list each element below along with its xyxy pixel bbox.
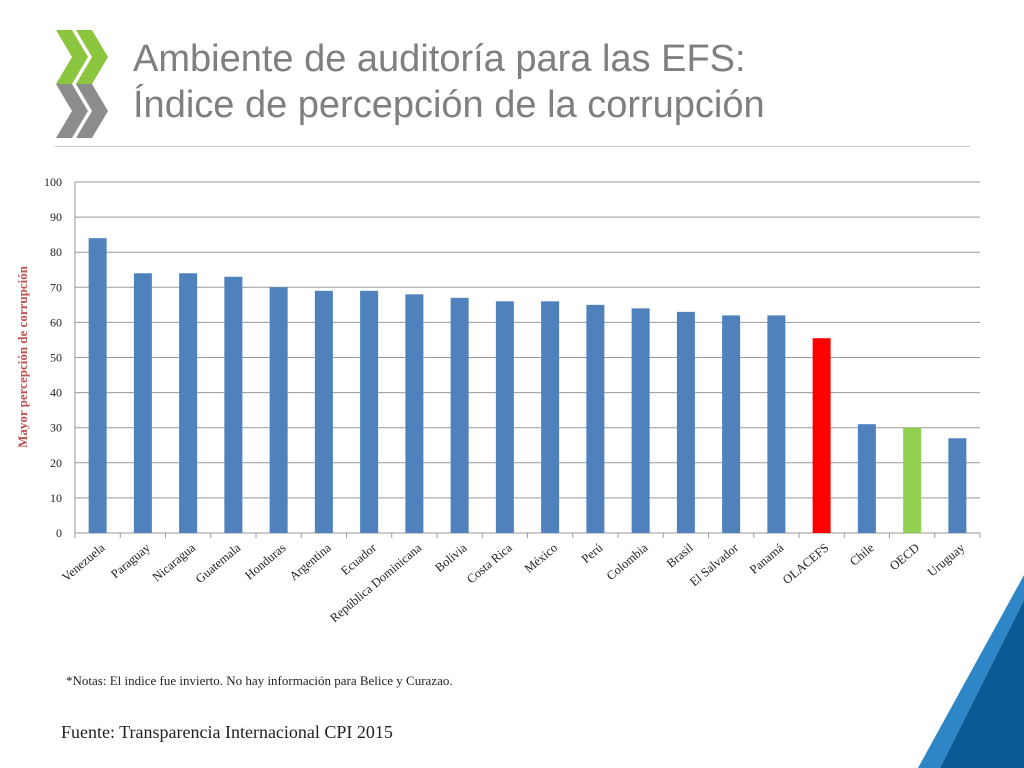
bar-uruguay xyxy=(948,438,967,533)
x-tick-label: Bolivia xyxy=(432,540,470,575)
bar-guatemala xyxy=(224,276,243,533)
bar-argentina xyxy=(314,290,333,533)
x-tick-label: Perú xyxy=(579,540,606,566)
y-tick-label: 90 xyxy=(50,210,62,224)
y-axis-label: Mayor percepción de corrupción xyxy=(15,265,30,448)
page-title: Ambiente de auditoría para las EFS: Índi… xyxy=(133,36,993,128)
logo-chevron-green-left xyxy=(56,30,88,84)
y-axis-ticks: 0 10 20 30 40 50 60 70 80 90 100 xyxy=(44,175,62,540)
bar-nicaragua xyxy=(179,273,198,533)
title-divider xyxy=(55,146,970,147)
logo-chevron-gray-right xyxy=(76,84,108,138)
chart-gridlines xyxy=(74,181,981,538)
x-tick-label: Venezuela xyxy=(59,540,108,584)
y-tick-label: 0 xyxy=(56,526,62,540)
x-tick-label: México xyxy=(522,541,560,576)
bar-chile xyxy=(857,424,876,533)
bar-brasil xyxy=(676,311,695,533)
x-tick-label: Honduras xyxy=(242,540,288,582)
bar-bolivia xyxy=(450,297,469,533)
y-tick-label: 60 xyxy=(50,315,62,329)
bar-mexico xyxy=(541,301,560,533)
bar-ecuador xyxy=(360,290,379,533)
title-line-1: Ambiente de auditoría para las EFS: xyxy=(133,38,746,80)
x-tick-label: OLACEFS xyxy=(780,541,832,587)
bar-chart: 0 10 20 30 40 50 60 70 80 90 100 Venezuela Paraguay… xyxy=(15,175,981,625)
logo-chevron-gray-left xyxy=(56,84,88,138)
bar-honduras xyxy=(269,287,288,533)
y-tick-label: 30 xyxy=(50,421,62,435)
x-tick-label: OECD xyxy=(887,541,922,574)
bar-peru xyxy=(586,304,605,533)
x-tick-label: Panamá xyxy=(747,540,787,576)
bar-el-salvador xyxy=(722,315,741,533)
x-tick-label: Uruguay xyxy=(925,540,968,579)
bar-venezuela xyxy=(88,238,107,533)
y-tick-label: 20 xyxy=(50,456,62,470)
chart-bars xyxy=(88,238,967,533)
x-tick-label: El Salvador xyxy=(687,540,742,589)
title-line-2: Índice de percepción de la corrupción xyxy=(133,84,765,126)
footnote: *Notas: El indice fue invierto. No hay i… xyxy=(66,673,453,688)
bar-republica-dominicana xyxy=(405,294,424,533)
x-tick-label: Ecuador xyxy=(338,540,380,578)
bar-oecd xyxy=(903,427,922,533)
x-tick-label: Guatemala xyxy=(193,540,244,586)
x-tick-label: Paraguay xyxy=(108,540,153,581)
bar-colombia xyxy=(631,308,650,533)
y-tick-label: 80 xyxy=(50,245,62,259)
x-tick-label: Nicaragua xyxy=(150,540,199,584)
y-tick-label: 50 xyxy=(50,351,62,365)
y-tick-label: 100 xyxy=(44,175,62,189)
bar-costa-rica xyxy=(495,301,514,533)
x-tick-label: Costa Rica xyxy=(464,540,515,586)
x-tick-label: Chile xyxy=(847,540,877,568)
bar-panama xyxy=(767,315,786,533)
double-chevron-logo-icon xyxy=(56,30,108,138)
y-tick-label: 40 xyxy=(50,386,62,400)
bar-olacefs xyxy=(812,338,831,533)
y-tick-label: 10 xyxy=(50,491,62,505)
bar-paraguay xyxy=(133,273,152,533)
x-tick-label: Argentina xyxy=(287,540,334,583)
logo-chevron-green-right xyxy=(76,30,108,84)
source-text: Fuente: Transparencia Internacional CPI … xyxy=(61,722,393,742)
x-tick-label: Colombia xyxy=(604,540,651,583)
y-tick-label: 70 xyxy=(50,280,62,294)
x-tick-label: Brasil xyxy=(664,540,696,570)
